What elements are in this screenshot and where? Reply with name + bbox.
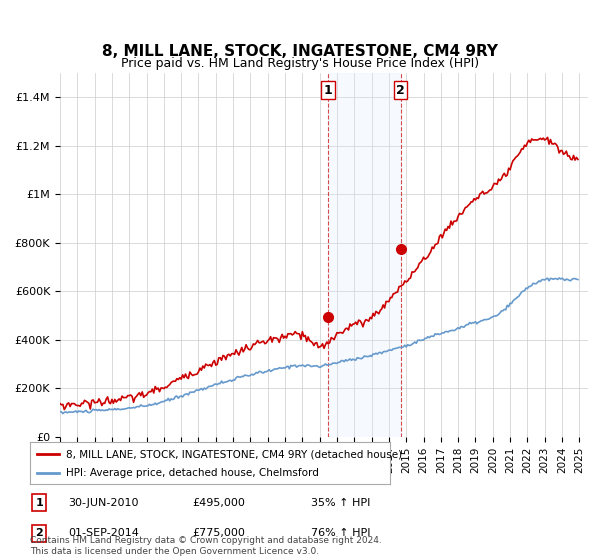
Text: Contains HM Land Registry data © Crown copyright and database right 2024.
This d: Contains HM Land Registry data © Crown c… — [30, 536, 382, 556]
Text: 76% ↑ HPI: 76% ↑ HPI — [311, 529, 370, 538]
Text: HPI: Average price, detached house, Chelmsford: HPI: Average price, detached house, Chel… — [66, 468, 319, 478]
Text: 8, MILL LANE, STOCK, INGATESTONE, CM4 9RY: 8, MILL LANE, STOCK, INGATESTONE, CM4 9R… — [102, 44, 498, 59]
Text: £495,000: £495,000 — [192, 498, 245, 507]
Text: £775,000: £775,000 — [192, 529, 245, 538]
Text: 2: 2 — [396, 83, 405, 97]
Text: 35% ↑ HPI: 35% ↑ HPI — [311, 498, 370, 507]
Bar — [328, 73, 401, 437]
Text: Price paid vs. HM Land Registry's House Price Index (HPI): Price paid vs. HM Land Registry's House … — [121, 57, 479, 70]
Text: 01-SEP-2014: 01-SEP-2014 — [68, 529, 139, 538]
Text: 30-JUN-2010: 30-JUN-2010 — [68, 498, 139, 507]
Text: 2: 2 — [35, 529, 43, 538]
Text: 1: 1 — [324, 83, 333, 97]
Text: 1: 1 — [35, 498, 43, 507]
Text: 8, MILL LANE, STOCK, INGATESTONE, CM4 9RY (detached house): 8, MILL LANE, STOCK, INGATESTONE, CM4 9R… — [66, 449, 402, 459]
